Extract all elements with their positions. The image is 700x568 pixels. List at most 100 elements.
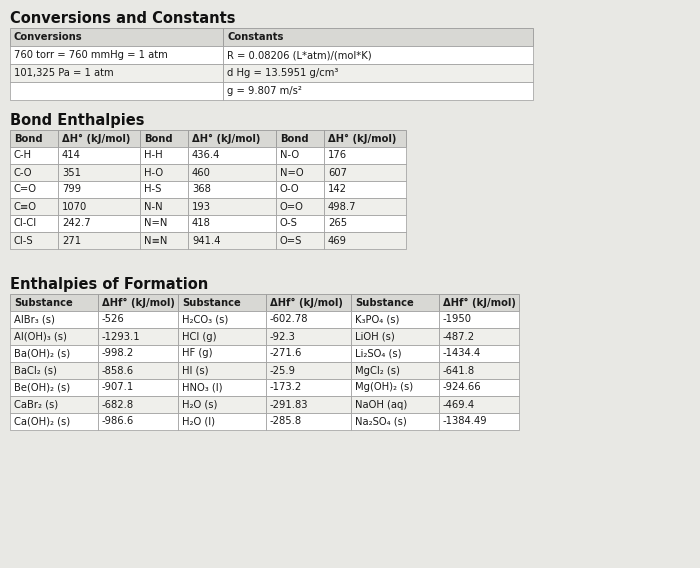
Text: -998.2: -998.2 — [102, 349, 134, 358]
Text: 418: 418 — [192, 219, 211, 228]
Bar — [188, 198, 276, 215]
Bar — [276, 198, 324, 215]
Text: O-O: O-O — [280, 185, 300, 194]
Text: -25.9: -25.9 — [270, 365, 296, 375]
Bar — [10, 379, 98, 396]
Text: Bond Enthalpies: Bond Enthalpies — [10, 113, 144, 128]
Bar — [10, 328, 98, 345]
Bar — [10, 64, 223, 82]
Text: HNO₃ (l): HNO₃ (l) — [182, 382, 223, 392]
Text: Mg(OH)₂ (s): Mg(OH)₂ (s) — [355, 382, 413, 392]
Text: O=S: O=S — [280, 236, 302, 245]
Bar — [140, 232, 188, 249]
Bar — [351, 362, 439, 379]
Text: H-O: H-O — [144, 168, 163, 177]
Text: 101,325 Pa = 1 atm: 101,325 Pa = 1 atm — [14, 68, 113, 78]
Text: -1293.1: -1293.1 — [102, 332, 141, 341]
Text: O-S: O-S — [280, 219, 298, 228]
Text: ΔH° (kJ/mol): ΔH° (kJ/mol) — [192, 133, 260, 144]
Bar — [351, 413, 439, 430]
Text: Al(OH)₃ (s): Al(OH)₃ (s) — [14, 332, 67, 341]
Bar — [439, 379, 519, 396]
Bar — [140, 215, 188, 232]
Text: NaOH (aq): NaOH (aq) — [355, 399, 407, 410]
Text: -858.6: -858.6 — [102, 365, 134, 375]
Text: HCl (g): HCl (g) — [182, 332, 216, 341]
Bar — [324, 215, 406, 232]
Text: Enthalpies of Formation: Enthalpies of Formation — [10, 277, 209, 292]
Bar — [178, 311, 266, 328]
Text: 414: 414 — [62, 151, 81, 161]
Bar — [324, 130, 406, 147]
Text: C-O: C-O — [14, 168, 32, 177]
Text: ΔH° (kJ/mol): ΔH° (kJ/mol) — [328, 133, 396, 144]
Bar — [439, 396, 519, 413]
Bar — [98, 328, 178, 345]
Bar — [98, 345, 178, 362]
Bar — [58, 164, 140, 181]
Bar — [10, 164, 58, 181]
Text: 368: 368 — [192, 185, 211, 194]
Text: Ca(OH)₂ (s): Ca(OH)₂ (s) — [14, 416, 70, 427]
Bar — [266, 345, 351, 362]
Bar — [276, 232, 324, 249]
Bar — [58, 181, 140, 198]
Text: 607: 607 — [328, 168, 347, 177]
Text: Bond: Bond — [14, 133, 43, 144]
Bar — [223, 28, 533, 46]
Bar — [140, 130, 188, 147]
Text: ΔHf° (kJ/mol): ΔHf° (kJ/mol) — [270, 298, 343, 307]
Text: -986.6: -986.6 — [102, 416, 134, 427]
Text: N=O: N=O — [280, 168, 304, 177]
Text: C≡O: C≡O — [14, 202, 37, 211]
Text: Bond: Bond — [280, 133, 309, 144]
Bar — [10, 147, 58, 164]
Bar — [10, 311, 98, 328]
Bar — [439, 311, 519, 328]
Bar — [266, 362, 351, 379]
Text: Substance: Substance — [355, 298, 414, 307]
Bar — [10, 46, 223, 64]
Bar — [10, 362, 98, 379]
Text: 498.7: 498.7 — [328, 202, 356, 211]
Text: CaBr₂ (s): CaBr₂ (s) — [14, 399, 58, 410]
Text: 436.4: 436.4 — [192, 151, 220, 161]
Bar — [324, 198, 406, 215]
Bar — [188, 215, 276, 232]
Text: Substance: Substance — [14, 298, 73, 307]
Bar — [58, 232, 140, 249]
Bar — [140, 198, 188, 215]
Text: -271.6: -271.6 — [270, 349, 302, 358]
Bar — [266, 379, 351, 396]
Bar — [351, 379, 439, 396]
Text: -469.4: -469.4 — [443, 399, 475, 410]
Bar — [98, 413, 178, 430]
Bar — [188, 164, 276, 181]
Text: 1070: 1070 — [62, 202, 88, 211]
Bar — [178, 294, 266, 311]
Bar — [266, 294, 351, 311]
Text: N≡N: N≡N — [144, 236, 167, 245]
Text: 760 torr = 760 mmHg = 1 atm: 760 torr = 760 mmHg = 1 atm — [14, 50, 168, 60]
Text: d Hg = 13.5951 g/cm³: d Hg = 13.5951 g/cm³ — [227, 68, 338, 78]
Bar — [276, 164, 324, 181]
Text: BaCl₂ (s): BaCl₂ (s) — [14, 365, 57, 375]
Text: Conversions and Constants: Conversions and Constants — [10, 11, 235, 26]
Text: HI (s): HI (s) — [182, 365, 209, 375]
Bar — [276, 215, 324, 232]
Text: HF (g): HF (g) — [182, 349, 213, 358]
Text: 265: 265 — [328, 219, 347, 228]
Text: ΔHf° (kJ/mol): ΔHf° (kJ/mol) — [102, 298, 175, 307]
Bar — [178, 362, 266, 379]
Bar — [223, 64, 533, 82]
Bar — [10, 215, 58, 232]
Bar — [276, 130, 324, 147]
Text: H₂CO₃ (s): H₂CO₃ (s) — [182, 315, 228, 324]
Text: -291.83: -291.83 — [270, 399, 309, 410]
Text: -1384.49: -1384.49 — [443, 416, 488, 427]
Bar — [351, 311, 439, 328]
Bar — [276, 147, 324, 164]
Text: Cl-S: Cl-S — [14, 236, 34, 245]
Text: -1434.4: -1434.4 — [443, 349, 482, 358]
Text: K₃PO₄ (s): K₃PO₄ (s) — [355, 315, 400, 324]
